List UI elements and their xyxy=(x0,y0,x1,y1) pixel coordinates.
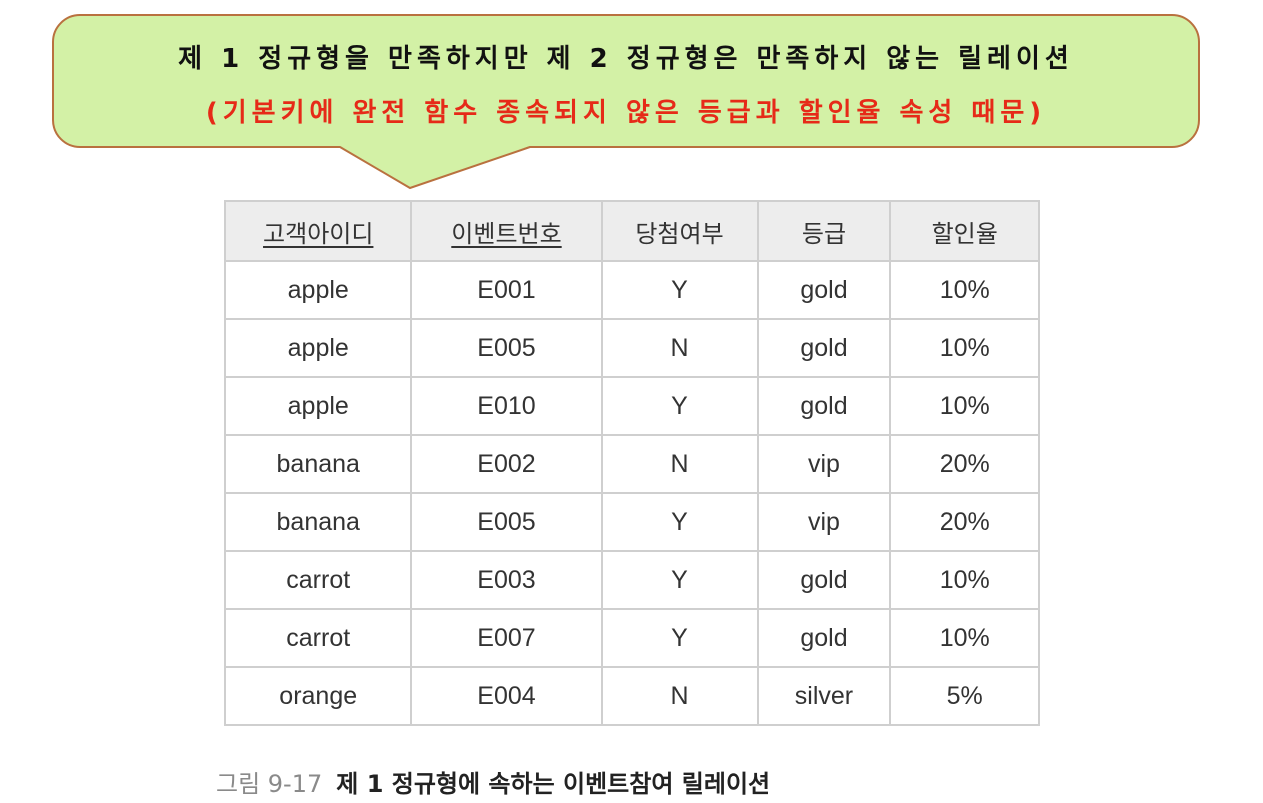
cell-discount: 20% xyxy=(889,434,1040,494)
callout-box xyxy=(52,14,1200,148)
cell-event-number: E005 xyxy=(410,492,603,552)
cell-grade: gold xyxy=(756,260,892,320)
table-row: carrot E003 Y gold 10% xyxy=(223,550,1040,610)
cell-discount: 10% xyxy=(889,318,1040,378)
cell-customer-id: carrot xyxy=(223,550,413,610)
cell-discount: 10% xyxy=(889,260,1040,320)
cell-discount: 5% xyxy=(889,666,1040,726)
cell-grade: gold xyxy=(756,376,892,436)
relation-table: 고객아이디 이벤트번호 당첨여부 등급 할인율 apple E001 Y gol… xyxy=(223,200,1040,726)
cell-winning: N xyxy=(600,318,759,378)
table-row: banana E005 Y vip 20% xyxy=(223,492,1040,552)
cell-event-number: E003 xyxy=(410,550,603,610)
table-header-row: 고객아이디 이벤트번호 당첨여부 등급 할인율 xyxy=(223,200,1040,262)
header-label: 이벤트번호 xyxy=(451,219,562,248)
header-customer-id: 고객아이디 xyxy=(223,200,413,262)
header-winning: 당첨여부 xyxy=(600,200,759,262)
cell-winning: Y xyxy=(600,608,759,668)
table-row: apple E005 N gold 10% xyxy=(223,318,1040,378)
figure-caption: 그림 9-17 제 1 정규형에 속하는 이벤트참여 릴레이션 xyxy=(216,764,770,799)
cell-customer-id: banana xyxy=(223,492,413,552)
cell-customer-id: apple xyxy=(223,376,413,436)
figure-number: 그림 9-17 xyxy=(216,770,323,798)
cell-customer-id: banana xyxy=(223,434,413,494)
callout-heading: 제 1 정규형을 만족하지만 제 2 정규형은 만족하지 않는 릴레이션 xyxy=(178,44,1074,74)
header-event-number: 이벤트번호 xyxy=(410,200,603,262)
cell-winning: Y xyxy=(600,550,759,610)
cell-grade: gold xyxy=(756,550,892,610)
cell-customer-id: carrot xyxy=(223,608,413,668)
cell-winning: Y xyxy=(600,376,759,436)
cell-discount: 20% xyxy=(889,492,1040,552)
cell-customer-id: orange xyxy=(223,666,413,726)
figure-title: 제 1 정규형에 속하는 이벤트참여 릴레이션 xyxy=(336,770,771,798)
cell-grade: vip xyxy=(756,434,892,494)
cell-grade: vip xyxy=(756,492,892,552)
cell-customer-id: apple xyxy=(223,318,413,378)
cell-winning: N xyxy=(600,434,759,494)
cell-grade: gold xyxy=(756,318,892,378)
cell-event-number: E007 xyxy=(410,608,603,668)
table-row: apple E001 Y gold 10% xyxy=(223,260,1040,320)
cell-discount: 10% xyxy=(889,608,1040,668)
table-row: carrot E007 Y gold 10% xyxy=(223,608,1040,668)
callout-reason: (기본키에 완전 함수 종속되지 않은 등급과 할인율 속성 때문) xyxy=(205,98,1047,128)
cell-winning: Y xyxy=(600,260,759,320)
cell-event-number: E002 xyxy=(410,434,603,494)
cell-customer-id: apple xyxy=(223,260,413,320)
cell-grade: silver xyxy=(756,666,892,726)
cell-grade: gold xyxy=(756,608,892,668)
cell-event-number: E005 xyxy=(410,318,603,378)
header-grade: 등급 xyxy=(756,200,892,262)
table-row: apple E010 Y gold 10% xyxy=(223,376,1040,436)
cell-discount: 10% xyxy=(889,550,1040,610)
header-discount: 할인율 xyxy=(889,200,1040,262)
cell-event-number: E001 xyxy=(410,260,603,320)
table-row: banana E002 N vip 20% xyxy=(223,434,1040,494)
cell-event-number: E010 xyxy=(410,376,603,436)
cell-event-number: E004 xyxy=(410,666,603,726)
table-row: orange E004 N silver 5% xyxy=(223,666,1040,726)
header-label: 고객아이디 xyxy=(263,219,374,248)
cell-winning: N xyxy=(600,666,759,726)
cell-winning: Y xyxy=(600,492,759,552)
cell-discount: 10% xyxy=(889,376,1040,436)
